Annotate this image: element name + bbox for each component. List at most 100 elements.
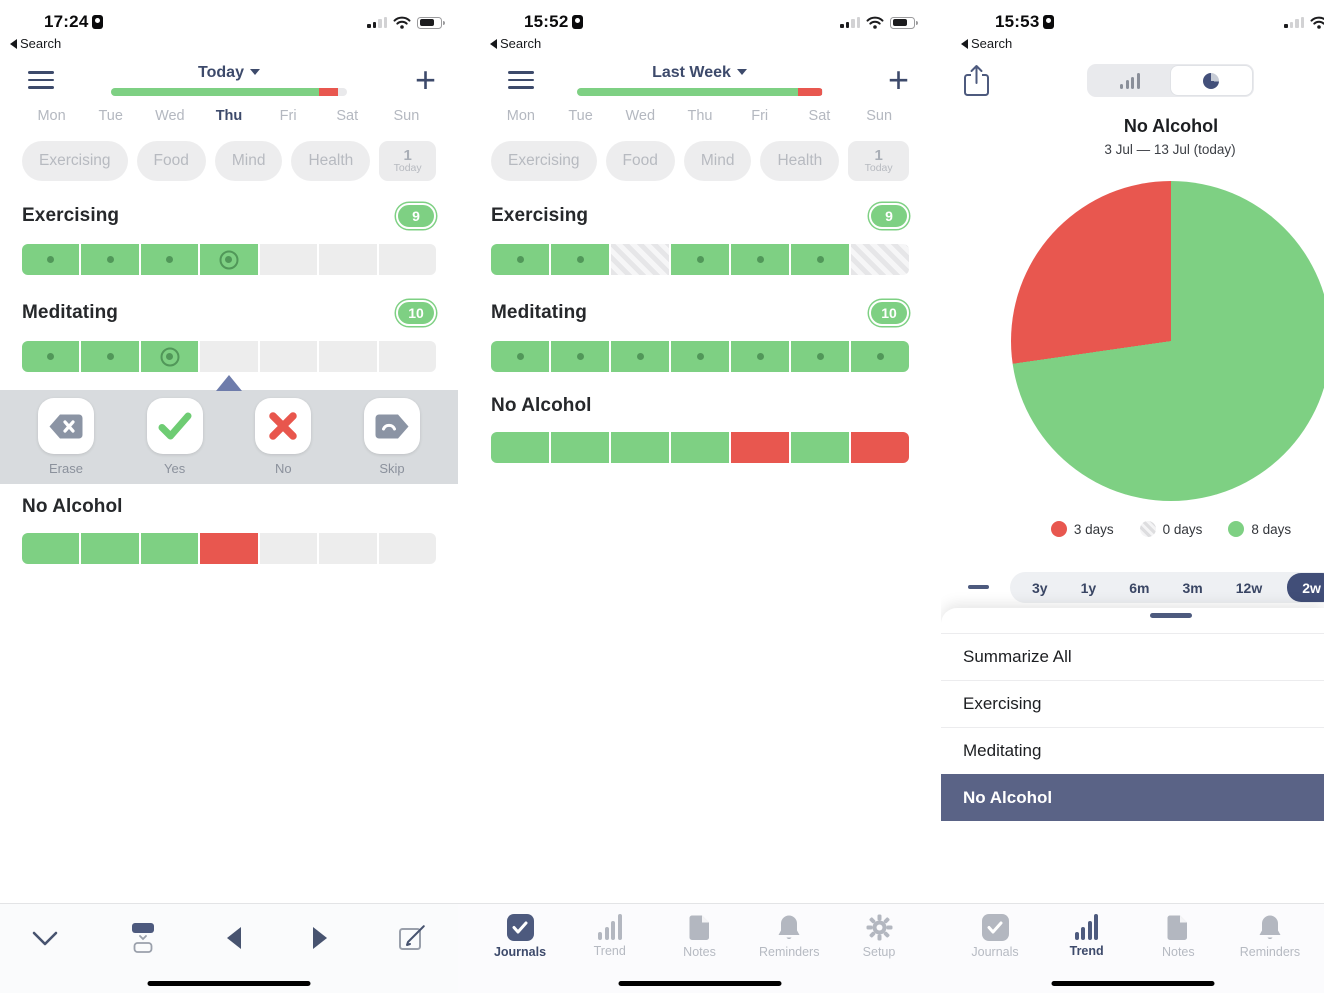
no-button[interactable] (255, 398, 312, 454)
filter-chip-exercising[interactable]: Exercising (22, 141, 128, 181)
back-to-search-button[interactable]: Search (490, 36, 541, 51)
day-label[interactable]: Sun (393, 108, 420, 124)
yes-button[interactable] (146, 398, 203, 454)
day-cell-green[interactable] (22, 533, 80, 564)
day-cell-dot[interactable] (491, 341, 549, 372)
menu-icon[interactable] (28, 71, 54, 89)
day-cell-dot[interactable] (491, 244, 549, 275)
sheet-item-no-alcohol[interactable]: No Alcohol (941, 774, 1324, 821)
day-cell-dot[interactable] (671, 244, 729, 275)
day-label[interactable]: Mon (37, 108, 66, 124)
day-label-active[interactable]: Thu (215, 108, 243, 124)
reorder-journals-icon[interactable] (130, 922, 156, 954)
day-cell-green[interactable] (611, 432, 669, 463)
previous-day-icon[interactable] (227, 927, 241, 949)
add-habit-button[interactable]: + (887, 59, 909, 100)
day-cell-target[interactable] (140, 341, 199, 372)
sheet-drag-handle[interactable] (1150, 613, 1192, 618)
day-cell-target[interactable] (200, 244, 258, 275)
day-label[interactable]: Sun (866, 108, 893, 124)
filter-chip-mind[interactable]: Mind (683, 141, 752, 181)
filter-chip-food[interactable]: Food (136, 141, 206, 181)
day-cell-dot[interactable] (551, 341, 609, 372)
filter-chip-food[interactable]: Food (605, 141, 675, 181)
range-2w[interactable]: 2w (1287, 573, 1324, 602)
day-label[interactable]: Sat (808, 108, 831, 124)
add-habit-button[interactable]: + (414, 59, 436, 100)
period-selector[interactable]: Today (0, 64, 458, 82)
day-cell-dot[interactable] (22, 341, 80, 372)
day-cell-empty[interactable] (200, 341, 258, 372)
day-cell-dot[interactable] (731, 341, 789, 372)
filter-chip-health[interactable]: Health (291, 141, 371, 181)
day-cell-green[interactable] (791, 432, 849, 463)
erase-button[interactable] (38, 398, 94, 454)
tab-setup[interactable]: Setup (843, 914, 915, 959)
day-cell-empty[interactable] (378, 533, 436, 564)
today-count-chip[interactable]: 1 Today (379, 141, 436, 181)
filter-chip-exercising[interactable]: Exercising (491, 141, 597, 181)
range-3m[interactable]: 3m (1182, 579, 1203, 596)
day-cell-empty[interactable] (259, 244, 318, 275)
skip-button[interactable] (363, 398, 420, 454)
day-cell-dot[interactable] (851, 341, 909, 372)
day-cell-green[interactable] (671, 432, 729, 463)
day-label[interactable]: Tue (98, 108, 123, 124)
day-cell-empty[interactable] (319, 244, 377, 275)
sheet-item-summarize-all[interactable]: Summarize All (941, 633, 1324, 680)
home-indicator[interactable] (147, 981, 311, 986)
sheet-item-meditating[interactable]: Meditating (941, 727, 1324, 774)
day-cell-dot[interactable] (671, 341, 729, 372)
back-to-search-button[interactable]: Search (10, 36, 61, 51)
day-cell-dot[interactable] (731, 244, 789, 275)
tab-trend[interactable]: Trend (574, 914, 646, 959)
pie-chart-segment[interactable] (1170, 66, 1252, 95)
back-to-search-button[interactable]: Search (961, 36, 1012, 51)
day-cell-dot[interactable] (81, 244, 139, 275)
day-cell-green[interactable] (140, 533, 199, 564)
home-indicator[interactable] (1051, 981, 1214, 986)
day-cell-green[interactable] (491, 432, 549, 463)
today-count-chip[interactable]: 1 Today (848, 141, 909, 181)
tab-notes[interactable]: Notes (1142, 914, 1214, 959)
collapse-button[interactable] (968, 585, 989, 589)
day-label[interactable]: Fri (751, 108, 769, 124)
tab-journals[interactable]: Journals (959, 914, 1031, 959)
day-cell-empty[interactable] (378, 244, 436, 275)
next-day-icon[interactable] (312, 927, 327, 949)
tab-reminders[interactable]: Reminders (1234, 914, 1306, 959)
day-cell-dot[interactable] (22, 244, 80, 275)
tab-notes[interactable]: Notes (664, 914, 736, 959)
day-cell-dot[interactable] (140, 244, 199, 275)
tab-trend[interactable]: Trend (1051, 914, 1123, 959)
tab-reminders[interactable]: Reminders (753, 914, 825, 959)
day-cell-skip[interactable] (851, 244, 909, 275)
day-cell-red[interactable] (731, 432, 789, 463)
bar-chart-segment[interactable] (1089, 66, 1171, 95)
day-cell-green[interactable] (551, 432, 609, 463)
range-12w[interactable]: 12w (1235, 579, 1263, 596)
day-cell-dot[interactable] (611, 341, 669, 372)
day-cell-green[interactable] (81, 533, 139, 564)
range-1y[interactable]: 1y (1080, 579, 1097, 596)
day-cell-red[interactable] (200, 533, 258, 564)
home-indicator[interactable] (618, 981, 781, 986)
day-cell-dot[interactable] (791, 341, 849, 372)
day-cell-dot[interactable] (81, 341, 139, 372)
day-cell-empty[interactable] (319, 341, 377, 372)
day-label[interactable]: Mon (506, 108, 535, 124)
filter-chip-mind[interactable]: Mind (214, 141, 283, 181)
day-label[interactable]: Wed (155, 108, 185, 124)
day-cell-empty[interactable] (378, 341, 436, 372)
day-label[interactable]: Tue (568, 108, 593, 124)
share-button[interactable] (963, 64, 990, 97)
range-6m[interactable]: 6m (1129, 579, 1150, 596)
day-cell-skip[interactable] (611, 244, 669, 275)
day-cell-red[interactable] (851, 432, 909, 463)
filter-chip-health[interactable]: Health (760, 141, 840, 181)
day-label[interactable]: Sat (336, 108, 359, 124)
day-label[interactable]: Wed (625, 108, 656, 124)
tab-journals[interactable]: Journals (484, 914, 556, 959)
day-cell-empty[interactable] (319, 533, 377, 564)
day-label[interactable]: Fri (279, 108, 297, 124)
